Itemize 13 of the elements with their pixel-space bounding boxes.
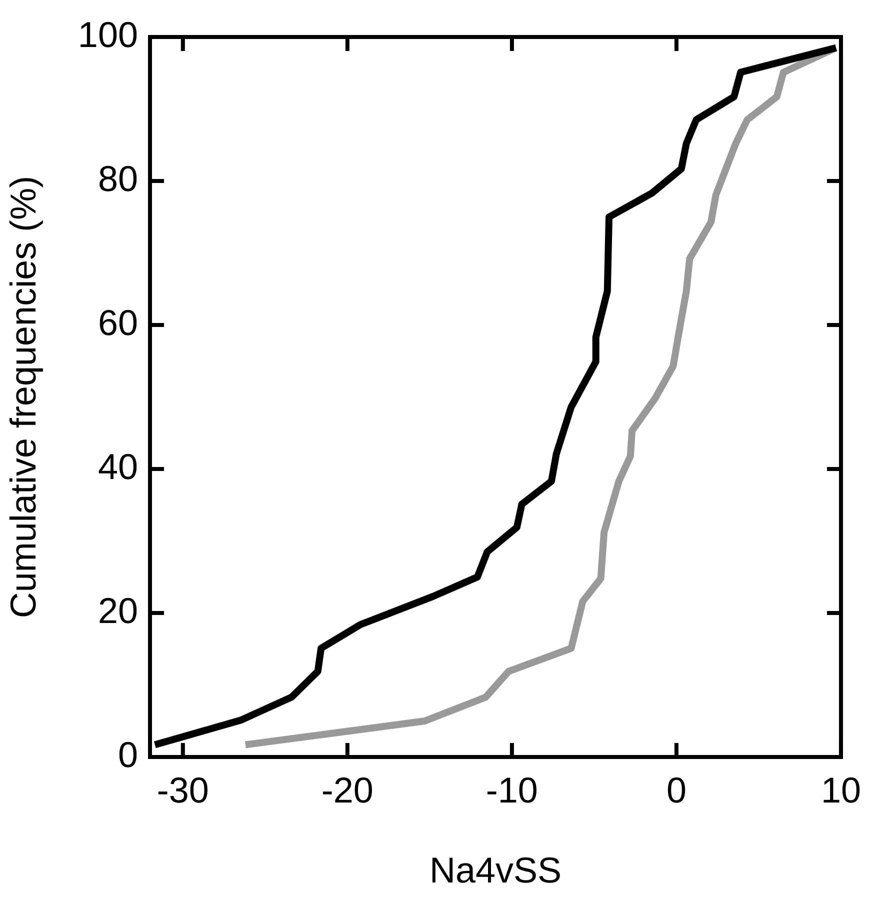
y-tick-label: 20 xyxy=(98,590,138,631)
x-tick-label: -30 xyxy=(156,770,209,811)
y-tick-label: 0 xyxy=(118,734,138,775)
x-tick-label: 0 xyxy=(666,770,686,811)
y-axis-title: Cumulative frequencies (%) xyxy=(2,176,44,618)
y-tick-label: 100 xyxy=(78,14,138,55)
x-tick-label: 10 xyxy=(820,770,861,811)
y-tick-label: 40 xyxy=(98,446,138,487)
x-tick-label: -20 xyxy=(321,770,374,811)
x-axis-title: Na4vSS xyxy=(429,849,562,890)
y-tick-label: 60 xyxy=(98,302,138,343)
x-tick-label: -10 xyxy=(486,770,538,811)
y-tick-label: 80 xyxy=(98,158,138,199)
